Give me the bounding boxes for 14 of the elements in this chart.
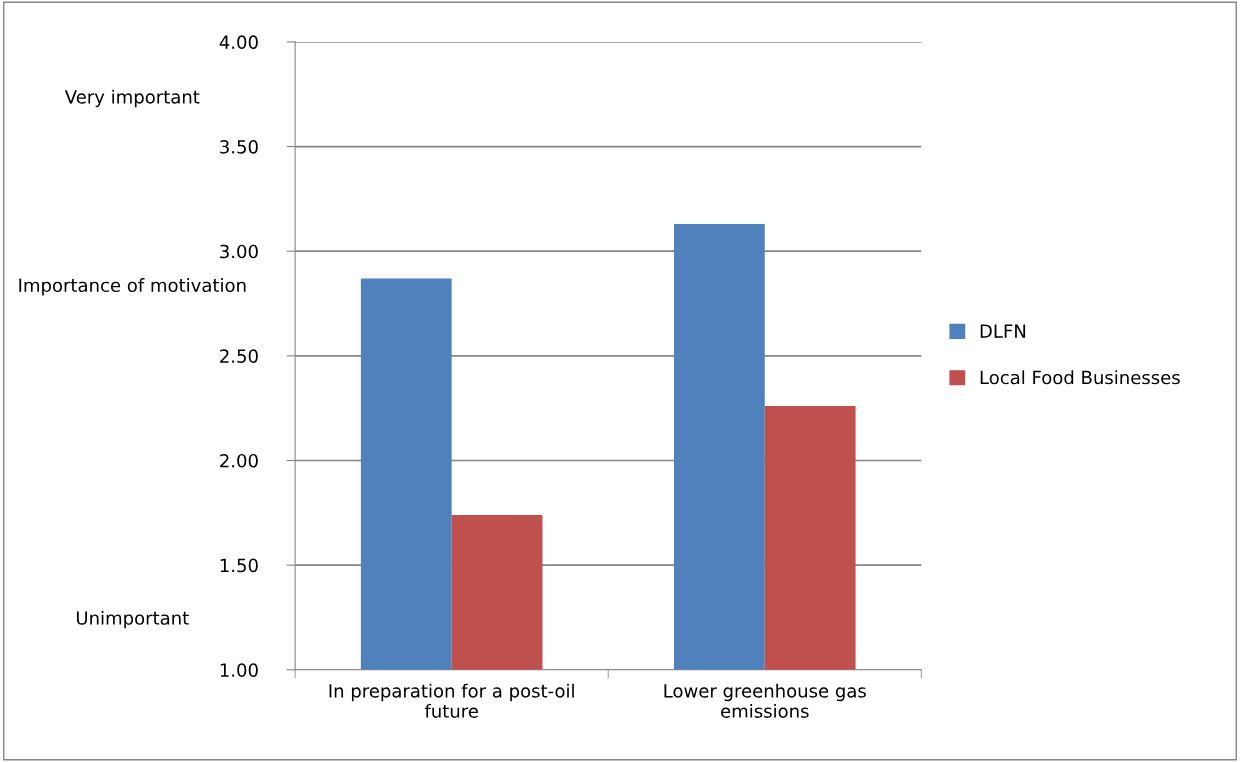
text: Very important — [64, 89, 200, 108]
x-tick-label: Lower greenhouse gas emissions — [664, 683, 866, 718]
legend-label: Local Food Businesses — [980, 370, 1180, 385]
y-axis-title: Importance of motivation — [19, 278, 246, 296]
y-tick-label: 3.50 — [220, 140, 258, 154]
y-tick-label: 3.00 — [220, 244, 258, 259]
y-tick-label: 2.50 — [220, 349, 258, 363]
y-tick-label: 4.00 — [219, 35, 258, 50]
y-tick-label: 1.50 — [220, 558, 258, 573]
y-tick-label: 2.00 — [220, 453, 258, 468]
y-tick-label: 1.00 — [220, 663, 258, 677]
x-tick-label: In preparation for a post-oil future — [329, 683, 574, 718]
text: Unimportant — [76, 610, 189, 629]
legend-label: DLFN — [980, 324, 1026, 338]
